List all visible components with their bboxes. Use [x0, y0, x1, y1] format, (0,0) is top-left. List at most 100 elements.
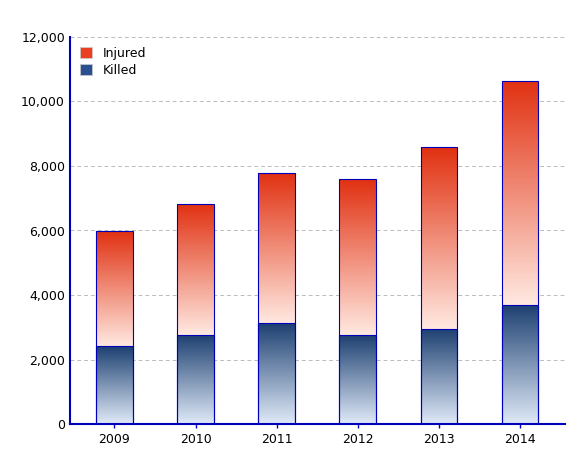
Bar	[502, 121, 538, 122]
Bar	[502, 423, 538, 424]
Bar	[258, 261, 295, 262]
Bar	[339, 198, 376, 199]
Bar	[178, 279, 214, 280]
Bar	[178, 306, 214, 307]
Bar	[258, 174, 295, 175]
Bar	[258, 199, 295, 200]
Bar	[502, 407, 538, 408]
Bar	[502, 369, 538, 370]
Bar	[258, 323, 295, 324]
Bar	[339, 327, 376, 328]
Bar	[502, 142, 538, 143]
Bar	[339, 310, 376, 311]
Bar	[258, 295, 295, 296]
Bar	[502, 363, 538, 364]
Bar	[502, 305, 538, 424]
Bar	[421, 320, 457, 321]
Bar	[178, 286, 214, 287]
Bar	[339, 232, 376, 233]
Bar	[258, 398, 295, 399]
Bar	[258, 308, 295, 309]
Bar	[421, 406, 457, 407]
Bar	[339, 242, 376, 243]
Bar	[339, 287, 376, 288]
Bar	[258, 389, 295, 390]
Bar	[339, 222, 376, 223]
Bar	[421, 301, 457, 302]
Bar	[421, 318, 457, 319]
Bar	[339, 264, 376, 265]
Bar	[502, 305, 538, 306]
Bar	[339, 261, 376, 262]
Bar	[339, 329, 376, 330]
Bar	[258, 318, 295, 319]
Bar	[502, 316, 538, 317]
Bar	[339, 315, 376, 316]
Bar	[421, 250, 457, 251]
Bar	[339, 181, 376, 182]
Bar	[421, 168, 457, 169]
Bar	[502, 405, 538, 406]
Bar	[178, 334, 214, 335]
Bar	[502, 217, 538, 219]
Bar	[258, 232, 295, 233]
Bar	[258, 337, 295, 338]
Bar	[96, 333, 133, 334]
Bar	[421, 160, 457, 161]
Bar	[258, 195, 295, 196]
Bar	[339, 333, 376, 334]
Bar	[502, 180, 538, 182]
Bar	[258, 383, 295, 384]
Bar	[96, 254, 133, 255]
Bar	[339, 200, 376, 201]
Bar	[421, 400, 457, 401]
Bar	[421, 305, 457, 306]
Bar	[502, 271, 538, 272]
Bar	[421, 260, 457, 261]
Bar	[339, 280, 376, 281]
Bar	[421, 148, 457, 149]
Bar	[178, 324, 214, 325]
Bar	[339, 266, 376, 267]
Bar	[258, 353, 295, 354]
Bar	[421, 388, 457, 389]
Bar	[96, 326, 133, 327]
Bar	[502, 382, 538, 383]
Bar	[96, 296, 133, 297]
Bar	[96, 251, 133, 252]
Bar	[96, 331, 133, 332]
Bar	[421, 243, 457, 244]
Bar	[96, 231, 133, 232]
Bar	[96, 305, 133, 306]
Bar	[421, 220, 457, 221]
Bar	[421, 346, 457, 347]
Bar	[178, 310, 214, 311]
Bar	[178, 258, 214, 259]
Bar	[502, 413, 538, 414]
Bar	[502, 264, 538, 266]
Bar	[421, 180, 457, 181]
Bar	[258, 396, 295, 397]
Bar	[339, 234, 376, 235]
Bar	[502, 97, 538, 99]
Bar	[421, 176, 457, 177]
Bar	[178, 290, 214, 291]
Bar	[421, 369, 457, 370]
Bar	[258, 216, 295, 217]
Bar	[421, 240, 457, 241]
Bar	[178, 213, 214, 214]
Bar	[96, 290, 133, 291]
Bar	[258, 209, 295, 210]
Bar	[421, 317, 457, 318]
Bar	[339, 260, 376, 261]
Bar	[339, 312, 376, 313]
Bar	[258, 288, 295, 289]
Bar	[178, 211, 214, 212]
Bar	[421, 373, 457, 374]
Bar	[502, 319, 538, 320]
Bar	[421, 378, 457, 379]
Bar	[421, 349, 457, 350]
Bar	[258, 205, 295, 206]
Bar	[502, 239, 538, 240]
Bar	[258, 349, 295, 350]
